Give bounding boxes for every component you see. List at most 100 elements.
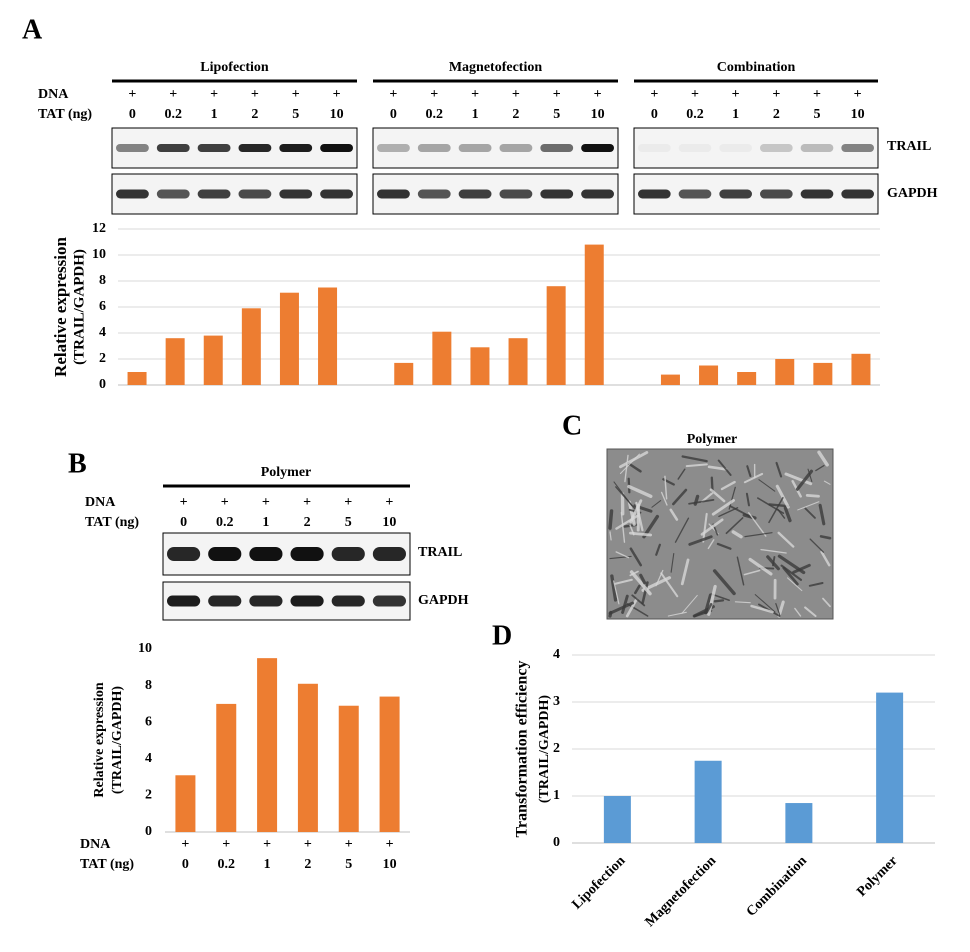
band — [290, 547, 324, 561]
tat-label: 0.2 — [426, 107, 444, 122]
band — [279, 144, 313, 152]
cell — [783, 506, 792, 523]
bar — [203, 335, 223, 385]
cell — [795, 469, 814, 491]
band — [320, 189, 353, 199]
cell — [720, 480, 736, 491]
cell — [748, 557, 773, 576]
tat-label: 2 — [251, 107, 258, 122]
tat-label: 10 — [591, 107, 605, 122]
cell — [681, 594, 698, 614]
cell — [608, 509, 614, 530]
band — [841, 144, 874, 152]
cell — [786, 577, 803, 592]
tat-label: 10 — [330, 107, 344, 122]
tat-label: 0 — [651, 107, 658, 122]
cell — [615, 551, 630, 559]
tat-label: 1 — [211, 107, 218, 122]
bar — [165, 338, 185, 385]
bar — [775, 359, 795, 385]
y-tick-label: 4 — [145, 751, 152, 766]
cell — [775, 603, 781, 617]
cell — [784, 472, 813, 486]
cell — [797, 501, 820, 511]
y-tick-label: 6 — [99, 299, 106, 314]
row-label: TAT (ng) — [80, 857, 134, 872]
bar — [257, 658, 278, 832]
band — [156, 144, 190, 152]
band — [331, 595, 365, 607]
blot — [162, 581, 411, 621]
y-axis-label: (TRAIL/GAPDH) — [110, 686, 125, 794]
row-label: TAT (ng) — [38, 107, 92, 122]
band — [167, 547, 201, 561]
cell — [619, 453, 640, 474]
cell — [819, 535, 832, 540]
cell — [700, 492, 714, 503]
cell — [627, 500, 636, 526]
band — [320, 144, 353, 152]
cell — [705, 603, 713, 614]
cell — [780, 564, 803, 581]
x-tick-label: Polymer — [854, 853, 900, 899]
bar — [851, 353, 871, 385]
cell — [746, 465, 752, 478]
dna-mark: + — [221, 495, 229, 510]
dna-mark: + — [128, 87, 136, 102]
cell — [655, 569, 664, 587]
bar — [241, 308, 261, 385]
dna-mark: + — [471, 87, 479, 102]
row-label: DNA — [38, 87, 69, 102]
bar — [216, 703, 237, 832]
band — [760, 189, 793, 199]
band — [499, 189, 533, 199]
panel-label: A — [22, 14, 43, 45]
band — [279, 189, 313, 199]
band — [800, 144, 834, 152]
bar — [338, 705, 359, 832]
band — [249, 547, 283, 561]
bar — [546, 286, 566, 385]
x-tick-label: Magnetofection — [643, 853, 720, 930]
dna-mark: + — [386, 837, 394, 852]
band — [458, 189, 492, 199]
cell — [822, 597, 831, 608]
dna-mark: + — [691, 87, 699, 102]
cell — [651, 500, 662, 508]
bar — [127, 372, 147, 385]
dna-mark: + — [344, 495, 352, 510]
group-header: Lipofection — [200, 60, 269, 75]
band-label: TRAIL — [887, 139, 931, 154]
y-tick-label: 3 — [553, 694, 560, 709]
cell — [629, 570, 652, 596]
cell — [669, 508, 679, 521]
cell — [677, 468, 686, 480]
tat-label: 0 — [390, 107, 397, 122]
cell — [660, 491, 668, 506]
dna-mark: + — [263, 837, 271, 852]
cell — [754, 594, 776, 613]
x-tick-label: 5 — [345, 857, 352, 872]
cell — [629, 547, 643, 567]
cell — [717, 459, 732, 476]
cell — [660, 572, 679, 598]
dna-mark: + — [222, 837, 230, 852]
row-label: DNA — [80, 837, 111, 852]
dna-mark: + — [251, 87, 259, 102]
cell — [823, 480, 831, 485]
cell — [736, 556, 745, 586]
cell — [745, 492, 750, 507]
tat-label: 5 — [345, 515, 352, 530]
y-axis-label: Transformation efficiency — [514, 661, 531, 838]
cell — [626, 603, 649, 617]
row-label: DNA — [85, 495, 116, 510]
x-tick-label: 10 — [383, 857, 397, 872]
dna-mark: + — [732, 87, 740, 102]
band — [197, 189, 231, 199]
cell — [782, 566, 799, 586]
tat-label: 5 — [292, 107, 299, 122]
cell — [674, 517, 690, 543]
tat-label: 0.2 — [686, 107, 704, 122]
row-label: TAT (ng) — [85, 515, 139, 530]
cell — [744, 532, 773, 538]
